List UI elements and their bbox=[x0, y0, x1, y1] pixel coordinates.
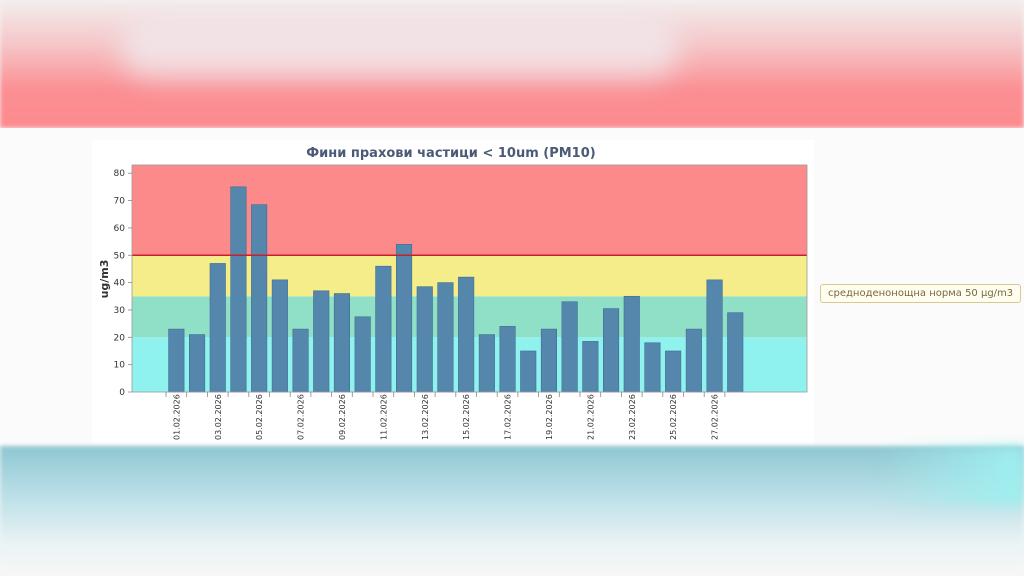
y-tick-label: 0 bbox=[119, 388, 125, 398]
bar-02.02.2026[interactable] bbox=[189, 334, 206, 393]
bar-21.02.2026[interactable] bbox=[582, 341, 599, 393]
bar-25.02.2026[interactable] bbox=[665, 350, 682, 393]
blurred-background-haze bbox=[120, 18, 680, 78]
x-tick-label: 23.02.2026 bbox=[628, 394, 637, 440]
y-axis-label: ug/m3 bbox=[98, 260, 111, 299]
y-tick-label: 80 bbox=[114, 169, 126, 179]
bar-22.02.2026[interactable] bbox=[602, 308, 620, 393]
bar-04.02.2026[interactable] bbox=[230, 186, 247, 393]
bar-05.02.2026[interactable] bbox=[251, 204, 268, 393]
bar-12.02.2026[interactable] bbox=[395, 244, 413, 393]
bar-16.02.2026[interactable] bbox=[478, 334, 495, 393]
bar-11.02.2026[interactable] bbox=[375, 265, 392, 393]
x-axis-ticks: 01.02.2026 03.02.2026 05.02.2026 07.02.2026… bbox=[165, 392, 726, 440]
plot-frame bbox=[131, 164, 808, 393]
pm10-bar-chart: Фини прахови частици < 10um (PM10) ug/m3… bbox=[98, 146, 808, 440]
x-tick-label: 21.02.2026 bbox=[586, 394, 595, 440]
x-tick-label: 09.02.2026 bbox=[338, 394, 347, 440]
x-tick-label: 15.02.2026 bbox=[462, 394, 471, 440]
bar-18.02.2026[interactable] bbox=[520, 350, 537, 393]
limit-tooltip: средноденонощна норма 50 µg/m3 bbox=[820, 284, 1022, 303]
y-tick-label: 50 bbox=[114, 251, 126, 261]
x-tick-label: 05.02.2026 bbox=[255, 394, 264, 440]
x-tick-label: 03.02.2026 bbox=[214, 394, 223, 440]
x-tick-label: 19.02.2026 bbox=[545, 394, 554, 440]
x-tick-label: 17.02.2026 bbox=[504, 394, 513, 440]
bar-27.02.2026[interactable] bbox=[706, 279, 723, 393]
bar-23.02.2026[interactable] bbox=[623, 295, 640, 393]
pm10-chart-panel: Фини прахови частици < 10um (PM10) ug/m3… bbox=[92, 140, 814, 444]
y-axis-ticks: 0 10 20 30 40 50 60 70 80 bbox=[114, 169, 132, 398]
bar-28.02.2026[interactable] bbox=[727, 312, 744, 393]
x-tick-label: 25.02.2026 bbox=[669, 394, 678, 440]
x-tick-label: 07.02.2026 bbox=[297, 394, 306, 440]
blurred-background-bottom bbox=[0, 446, 1024, 576]
chart-title: Фини прахови частици < 10um (PM10) bbox=[306, 146, 595, 161]
bar-26.02.2026[interactable] bbox=[685, 328, 702, 393]
bar-19.02.2026[interactable] bbox=[540, 328, 558, 393]
chart-axes bbox=[131, 164, 808, 393]
bar-17.02.2026[interactable] bbox=[499, 326, 516, 393]
bar-08.02.2026[interactable] bbox=[313, 290, 330, 393]
y-tick-label: 60 bbox=[114, 224, 126, 234]
bar-13.02.2026[interactable] bbox=[416, 286, 433, 393]
bar-01.02.2026[interactable] bbox=[168, 328, 185, 393]
y-tick-label: 20 bbox=[114, 333, 126, 343]
bar-03.02.2026[interactable] bbox=[209, 263, 226, 393]
x-tick-label: 13.02.2026 bbox=[421, 394, 430, 440]
y-tick-label: 30 bbox=[114, 306, 126, 316]
bar-20.02.2026[interactable] bbox=[561, 301, 578, 393]
x-tick-label: 27.02.2026 bbox=[711, 394, 720, 440]
y-tick-label: 70 bbox=[114, 197, 126, 207]
blurred-background-bottom-accent bbox=[880, 446, 1024, 506]
bar-07.02.2026[interactable] bbox=[292, 328, 309, 393]
x-tick-label: 11.02.2026 bbox=[379, 394, 388, 440]
y-tick-label: 10 bbox=[114, 361, 126, 371]
bar-14.02.2026[interactable] bbox=[437, 282, 454, 393]
bar-15.02.2026[interactable] bbox=[458, 276, 475, 393]
y-tick-label: 40 bbox=[114, 279, 126, 289]
bar-series bbox=[168, 186, 744, 393]
bar-06.02.2026[interactable] bbox=[271, 279, 288, 393]
x-tick-label: 01.02.2026 bbox=[172, 394, 181, 440]
bar-24.02.2026[interactable] bbox=[644, 342, 661, 393]
bar-09.02.2026[interactable] bbox=[333, 293, 350, 393]
bar-10.02.2026[interactable] bbox=[354, 316, 371, 393]
